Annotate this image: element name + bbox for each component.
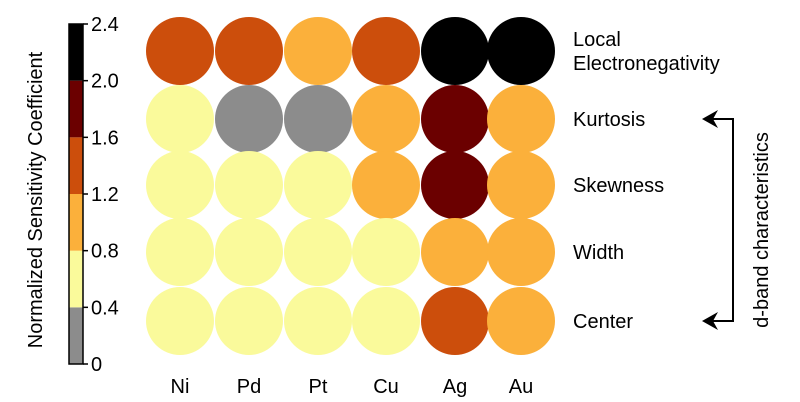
- row-label-skewness: Skewness: [573, 175, 664, 197]
- colorbar: 0 0.4 0.8 1.2 1.6 2.0 2.4: [68, 14, 119, 376]
- x-tick-label-ag: Ag: [443, 376, 467, 398]
- cell-kurtosis-cu: [352, 85, 420, 153]
- cell-skewness-ni: [146, 151, 214, 219]
- cell-local-electronegativity-cu: [352, 17, 420, 85]
- cell-kurtosis-au: [487, 85, 555, 153]
- cell-width-pd: [215, 218, 283, 286]
- cell-local-electronegativity-ni: [146, 17, 214, 85]
- x-tick-label-au: Au: [509, 376, 533, 398]
- colorbar-tick-label-4: 1.6: [91, 127, 119, 149]
- colorbar-tick-label-1: 0.4: [91, 297, 119, 319]
- cell-width-pt: [284, 218, 352, 286]
- cell-width-au: [487, 218, 555, 286]
- cell-skewness-cu: [352, 151, 420, 219]
- colorbar-tick-label-5: 2.0: [91, 71, 119, 93]
- cell-width-cu: [352, 218, 420, 286]
- x-tick-labels: Ni Pd Pt Cu Ag Au: [171, 376, 534, 398]
- cell-local-electronegativity-au: [487, 17, 555, 85]
- d-band-bracket: [702, 110, 734, 330]
- x-tick-label-ni: Ni: [171, 376, 190, 398]
- heatmap-cells: [146, 17, 555, 355]
- colorbar-segment-4: [69, 80, 83, 138]
- bracket-line: [710, 118, 734, 322]
- cell-center-pd: [215, 287, 283, 355]
- arrow-center: [702, 312, 718, 330]
- arrow-kurtosis: [702, 110, 718, 128]
- colorbar-segment-2: [69, 194, 83, 251]
- cell-kurtosis-pd: [215, 85, 283, 153]
- cell-center-ni: [146, 287, 214, 355]
- cell-skewness-pt: [284, 151, 352, 219]
- x-tick-label-pd: Pd: [237, 376, 261, 398]
- colorbar-segment-1: [69, 250, 83, 308]
- row-label-width: Width: [573, 242, 624, 264]
- bracket-label: d-band characteristics: [751, 132, 773, 328]
- cell-width-ag: [421, 218, 489, 286]
- cell-center-cu: [352, 287, 420, 355]
- colorbar-segment-5: [69, 24, 83, 81]
- colorbar-segment-3: [69, 137, 83, 194]
- row-label-kurtosis: Kurtosis: [573, 109, 645, 131]
- colorbar-tick-label-6: 2.4: [91, 14, 119, 36]
- cell-center-ag: [421, 287, 489, 355]
- cell-skewness-ag: [421, 151, 489, 219]
- colorbar-tick-label-2: 0.8: [91, 241, 119, 263]
- cell-local-electronegativity-ag: [421, 17, 489, 85]
- colorbar-segment-0: [69, 307, 83, 364]
- cell-kurtosis-pt: [284, 85, 352, 153]
- cell-skewness-au: [487, 151, 555, 219]
- colorbar-tick-label-3: 1.2: [91, 184, 119, 206]
- cell-local-electronegativity-pt: [284, 17, 352, 85]
- x-tick-label-pt: Pt: [309, 376, 328, 398]
- x-tick-label-cu: Cu: [373, 376, 399, 398]
- cell-local-electronegativity-pd: [215, 17, 283, 85]
- colorbar-label: Normalized Sensitivity Coefficient: [25, 51, 47, 348]
- colorbar-tick-label-0: 0: [91, 354, 102, 376]
- row-labels: Local Electronegativity Kurtosis Skewness Wi…: [573, 29, 720, 333]
- cell-kurtosis-ag: [421, 85, 489, 153]
- cell-center-pt: [284, 287, 352, 355]
- cell-skewness-pd: [215, 151, 283, 219]
- row-label-center: Center: [573, 311, 633, 333]
- row-label-local-electronegativity: Local Electronegativity: [573, 29, 720, 75]
- cell-kurtosis-ni: [146, 85, 214, 153]
- cell-width-ni: [146, 218, 214, 286]
- cell-center-au: [487, 287, 555, 355]
